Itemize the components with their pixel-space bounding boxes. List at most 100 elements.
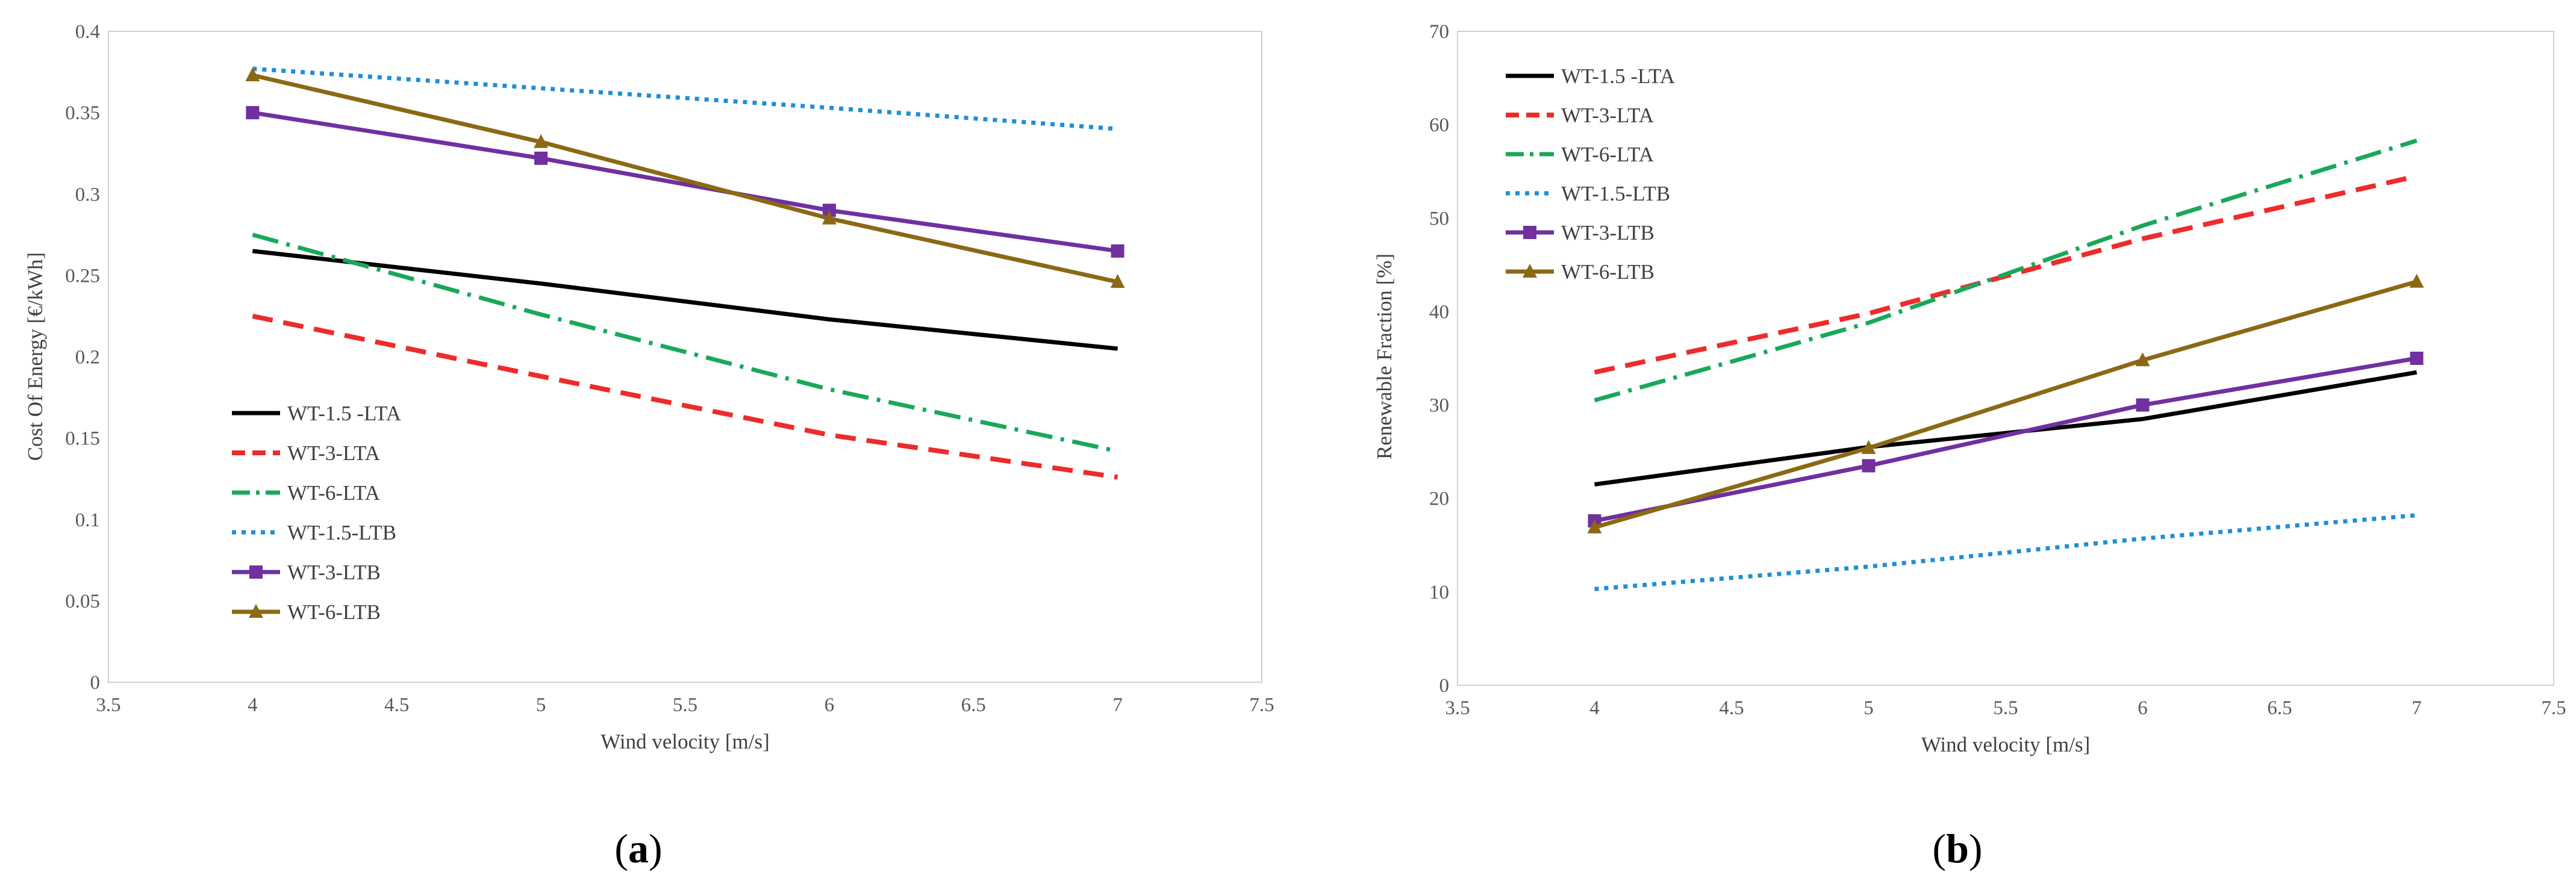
series-line [252, 110, 1118, 254]
x-tick-label: 4.5 [1719, 697, 1744, 719]
legend-entry: WT-1.5-LTB [1506, 182, 1670, 205]
data-point [2410, 352, 2424, 365]
legend-marker [1523, 226, 1536, 239]
x-tick-label: 6 [825, 694, 835, 716]
data-point [1861, 440, 1876, 454]
x-tick-label: 7 [2412, 697, 2422, 719]
y-tick-label: 30 [1429, 395, 1449, 417]
series-line [252, 249, 1118, 351]
panel-label: b [1946, 826, 1969, 871]
legend-marker [249, 604, 263, 618]
series-wt-6-lta [252, 232, 1118, 453]
x-tick-label: 7 [1112, 694, 1123, 716]
x-tick-label: 4 [248, 694, 258, 716]
y-tick-label: 10 [1429, 582, 1449, 603]
legend-entry: WT-1.5 -LTA [232, 402, 402, 425]
series-wt-1-5-lta [252, 249, 1118, 351]
legend-marker [249, 565, 263, 579]
series-line [1594, 356, 2418, 523]
x-tick-label: 4 [1589, 697, 1600, 719]
y-tick-label: 0.2 [75, 347, 100, 369]
data-point [2136, 398, 2150, 412]
legend-entry: WT-6-LTA [1506, 143, 1654, 166]
y-axis-label: Renewable Fraction [%] [1373, 254, 1396, 459]
x-tick-label: 6.5 [2267, 697, 2292, 719]
series-wt-3-ltb [1588, 352, 2424, 528]
y-tick-label: 0.35 [65, 102, 100, 124]
x-tick-label: 5.5 [1993, 697, 2018, 719]
x-tick-label: 5.5 [673, 694, 697, 716]
legend-label: WT-3-LTA [1561, 104, 1654, 127]
data-point [534, 134, 549, 148]
legend-entry: WT-3-LTB [1506, 221, 1654, 244]
y-tick-label: 0 [1439, 675, 1450, 697]
legend-label: WT-3-LTA [287, 441, 381, 465]
y-tick-label: 20 [1429, 488, 1449, 510]
y-tick-label: 0.25 [65, 265, 100, 287]
x-tick-label: 4.5 [384, 694, 409, 716]
y-tick-label: 60 [1429, 114, 1449, 136]
series-wt-6-ltb [1587, 273, 2424, 534]
legend-label: WT-1.5 -LTA [287, 402, 402, 425]
chart-panel-b: 0 10 20 30 40 50 60 70 3.5 4 4.5 5 5.5 6 6.5 7 7.5 Wind v… [1373, 21, 2566, 871]
data-point [822, 210, 837, 225]
data-point [2135, 352, 2150, 367]
series-line [1594, 513, 2417, 591]
y-tick-label: 50 [1429, 208, 1449, 229]
y-tick-label: 0.15 [65, 428, 100, 450]
series-line [1594, 370, 2418, 487]
series-line [252, 73, 1118, 284]
legend-entry: WT-1.5-LTB [232, 521, 396, 544]
legend-entry: WT-3-LTB [232, 561, 381, 584]
x-axis-label: Wind velocity [m/s] [600, 730, 769, 753]
x-tick-label: 7.5 [1249, 694, 1274, 716]
panel-label: a [628, 826, 649, 871]
x-tick-label: 5 [536, 694, 546, 716]
legend-label: WT-3-LTB [287, 561, 381, 584]
y-axis-label: Cost Of Energy [€/kWh] [23, 252, 47, 461]
series-line [252, 232, 1118, 453]
plot-area [1457, 31, 2554, 686]
data-point [246, 106, 260, 120]
legend-entry: WT-3-LTA [232, 441, 381, 465]
panel-caption: (b) [1932, 826, 1982, 871]
data-point [534, 151, 548, 165]
legend-entry: WT-1.5 -LTA [1506, 64, 1676, 88]
data-point [822, 204, 836, 217]
x-tick-label: 6.5 [961, 694, 986, 716]
legend-label: WT-6-LTA [1561, 143, 1654, 166]
y-tick-label: 0.4 [75, 21, 100, 43]
x-tick-label: 6 [2138, 697, 2148, 719]
legend-label: WT-6-LTA [287, 481, 381, 505]
data-point [1862, 459, 1876, 473]
x-axis-label: Wind velocity [m/s] [1921, 733, 2090, 756]
data-point [1111, 244, 1124, 258]
y-tick-label: 70 [1429, 21, 1449, 43]
legend-label: WT-1.5 -LTA [1561, 64, 1676, 88]
series-line [1594, 138, 2418, 403]
x-tick-label: 3.5 [1445, 697, 1470, 719]
chart-panel-a: 0 0.05 0.1 0.15 0.2 0.25 0.3 0.35 0.4 3.5 4 4.5 5 5.5… [23, 21, 1274, 871]
panel-caption: (a) [614, 826, 662, 871]
series-wt-1-5-lta [1594, 370, 2418, 487]
data-point [1110, 274, 1125, 288]
series-wt-3-ltb [246, 106, 1124, 258]
x-tick-label: 5 [1863, 697, 1874, 719]
y-tick-label: 0.3 [75, 184, 100, 205]
legend-label: WT-6-LTB [1561, 260, 1654, 284]
x-tick-label: 7.5 [2541, 697, 2566, 719]
series-wt-1-5-ltb [1594, 513, 2417, 591]
data-point [2409, 273, 2424, 288]
series-line [1594, 279, 2418, 530]
legend-label: WT-6-LTB [287, 600, 381, 624]
legend-entry: WT-3-LTA [1506, 104, 1654, 127]
series-wt-6-ltb [245, 67, 1125, 288]
data-point [1587, 519, 1602, 534]
legend-label: WT-1.5-LTB [1561, 182, 1670, 205]
y-tick-label: 0.1 [75, 509, 100, 531]
legend-marker [1523, 264, 1537, 278]
y-tick-label: 0 [90, 672, 101, 694]
series-wt-6-lta [1594, 138, 2418, 403]
data-point [245, 67, 260, 81]
series-line [252, 314, 1118, 480]
